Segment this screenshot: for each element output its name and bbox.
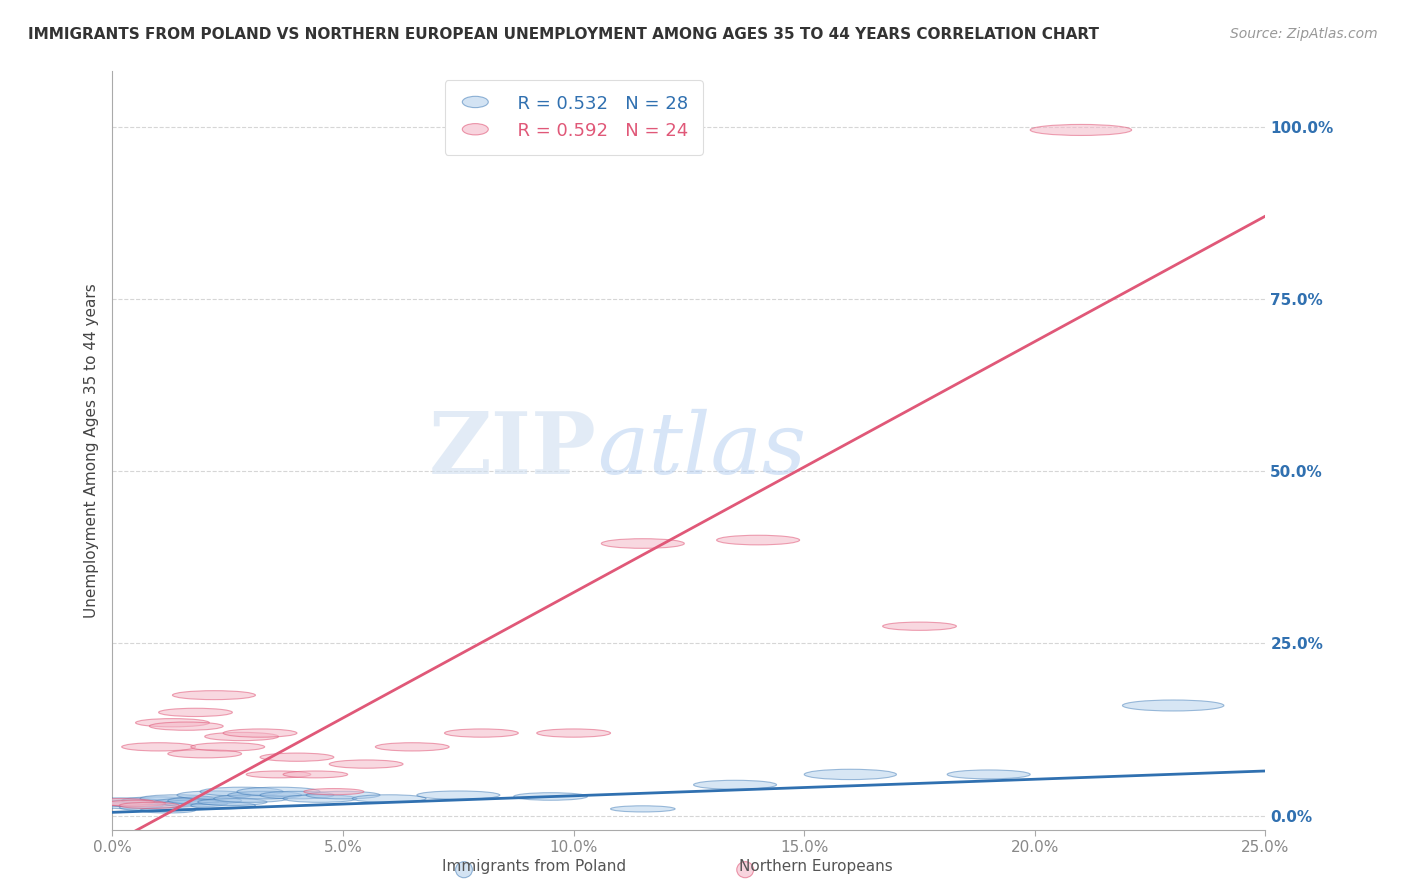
Ellipse shape: [246, 771, 311, 778]
Ellipse shape: [224, 729, 297, 737]
Ellipse shape: [238, 787, 321, 797]
Ellipse shape: [90, 798, 155, 805]
Text: Immigrants from Poland: Immigrants from Poland: [443, 859, 626, 874]
Y-axis label: Unemployment Among Ages 35 to 44 years: Unemployment Among Ages 35 to 44 years: [83, 283, 98, 618]
Ellipse shape: [167, 749, 242, 758]
Ellipse shape: [883, 622, 956, 631]
Ellipse shape: [120, 805, 180, 811]
Ellipse shape: [537, 729, 610, 737]
Ellipse shape: [149, 722, 224, 731]
Ellipse shape: [80, 797, 163, 806]
Ellipse shape: [1031, 125, 1132, 136]
Ellipse shape: [159, 708, 232, 716]
Ellipse shape: [444, 729, 519, 737]
Ellipse shape: [513, 793, 588, 800]
Ellipse shape: [304, 789, 364, 795]
Ellipse shape: [98, 802, 163, 809]
Ellipse shape: [353, 795, 426, 802]
Ellipse shape: [141, 795, 214, 802]
Ellipse shape: [283, 771, 347, 778]
Ellipse shape: [214, 795, 288, 802]
Ellipse shape: [307, 791, 380, 799]
Ellipse shape: [163, 800, 228, 807]
Ellipse shape: [1122, 700, 1223, 711]
Ellipse shape: [191, 802, 256, 809]
Text: ZIP: ZIP: [429, 409, 596, 492]
Ellipse shape: [205, 732, 278, 740]
Ellipse shape: [103, 799, 177, 807]
Ellipse shape: [260, 753, 333, 762]
Ellipse shape: [191, 743, 264, 751]
Text: atlas: atlas: [596, 409, 806, 491]
Ellipse shape: [173, 690, 256, 699]
Ellipse shape: [105, 800, 166, 806]
Ellipse shape: [141, 807, 195, 813]
Legend:   R = 0.532   N = 28,   R = 0.592   N = 24: R = 0.532 N = 28, R = 0.592 N = 24: [444, 80, 703, 155]
Text: IMMIGRANTS FROM POLAND VS NORTHERN EUROPEAN UNEMPLOYMENT AMONG AGES 35 TO 44 YEA: IMMIGRANTS FROM POLAND VS NORTHERN EUROP…: [28, 27, 1099, 42]
Ellipse shape: [155, 798, 218, 805]
Ellipse shape: [167, 797, 242, 805]
Ellipse shape: [283, 795, 357, 802]
Ellipse shape: [375, 743, 449, 751]
Ellipse shape: [804, 769, 897, 780]
Ellipse shape: [120, 802, 180, 808]
Ellipse shape: [602, 539, 685, 549]
Ellipse shape: [198, 798, 267, 805]
Text: Northern Europeans: Northern Europeans: [738, 859, 893, 874]
Ellipse shape: [135, 719, 209, 727]
Ellipse shape: [948, 770, 1031, 779]
Ellipse shape: [228, 791, 301, 799]
Ellipse shape: [122, 797, 195, 805]
Ellipse shape: [200, 787, 283, 797]
Text: Source: ZipAtlas.com: Source: ZipAtlas.com: [1230, 27, 1378, 41]
Ellipse shape: [122, 743, 195, 751]
Ellipse shape: [177, 791, 250, 799]
Ellipse shape: [416, 791, 501, 799]
Ellipse shape: [329, 760, 404, 768]
Ellipse shape: [693, 780, 776, 789]
Ellipse shape: [717, 535, 800, 545]
Ellipse shape: [260, 791, 333, 799]
Ellipse shape: [610, 805, 675, 812]
